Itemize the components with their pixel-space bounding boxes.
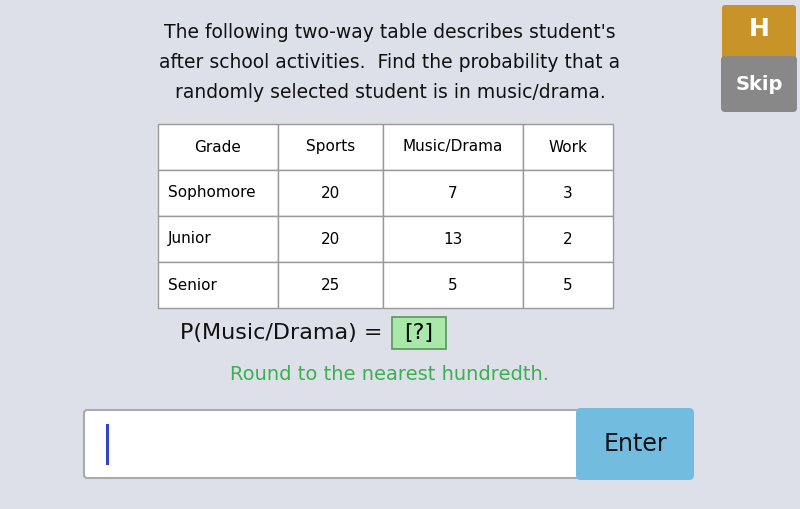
- Text: randomly selected student is in music/drama.: randomly selected student is in music/dr…: [174, 82, 606, 101]
- Text: H: H: [749, 17, 770, 41]
- Text: Sports: Sports: [306, 139, 355, 155]
- Text: 20: 20: [321, 232, 340, 246]
- Text: 25: 25: [321, 277, 340, 293]
- FancyBboxPatch shape: [576, 408, 694, 480]
- Bar: [523, 124, 613, 170]
- FancyBboxPatch shape: [84, 410, 580, 478]
- Text: 5: 5: [563, 277, 573, 293]
- Text: 7: 7: [448, 185, 458, 201]
- Bar: [523, 170, 613, 216]
- FancyBboxPatch shape: [722, 5, 796, 61]
- FancyBboxPatch shape: [392, 317, 446, 349]
- Bar: [158, 124, 278, 170]
- Bar: [158, 216, 278, 262]
- Bar: [278, 124, 383, 170]
- Text: Round to the nearest hundredth.: Round to the nearest hundredth.: [230, 365, 550, 384]
- Text: 2: 2: [563, 232, 573, 246]
- Text: Grade: Grade: [194, 139, 242, 155]
- Bar: [383, 262, 523, 308]
- Text: Senior: Senior: [168, 277, 217, 293]
- Text: after school activities.  Find the probability that a: after school activities. Find the probab…: [159, 52, 621, 71]
- Text: Work: Work: [549, 139, 587, 155]
- Text: 20: 20: [321, 185, 340, 201]
- Bar: [158, 262, 278, 308]
- Text: Junior: Junior: [168, 232, 212, 246]
- Text: 3: 3: [563, 185, 573, 201]
- Text: Enter: Enter: [603, 432, 667, 456]
- Bar: [523, 216, 613, 262]
- Bar: [158, 170, 278, 216]
- Bar: [278, 216, 383, 262]
- Text: Music/Drama: Music/Drama: [403, 139, 503, 155]
- Text: 5: 5: [448, 277, 458, 293]
- Text: Sophomore: Sophomore: [168, 185, 256, 201]
- Bar: [383, 170, 523, 216]
- Bar: [278, 262, 383, 308]
- Bar: [383, 216, 523, 262]
- Bar: [278, 170, 383, 216]
- Text: Skip: Skip: [735, 74, 782, 94]
- Bar: [523, 262, 613, 308]
- FancyBboxPatch shape: [721, 56, 797, 112]
- Text: The following two-way table describes student's: The following two-way table describes st…: [164, 22, 616, 42]
- Text: 13: 13: [443, 232, 462, 246]
- Text: P(Music/Drama) =: P(Music/Drama) =: [180, 323, 390, 343]
- Text: [?]: [?]: [405, 323, 434, 343]
- Bar: [383, 124, 523, 170]
